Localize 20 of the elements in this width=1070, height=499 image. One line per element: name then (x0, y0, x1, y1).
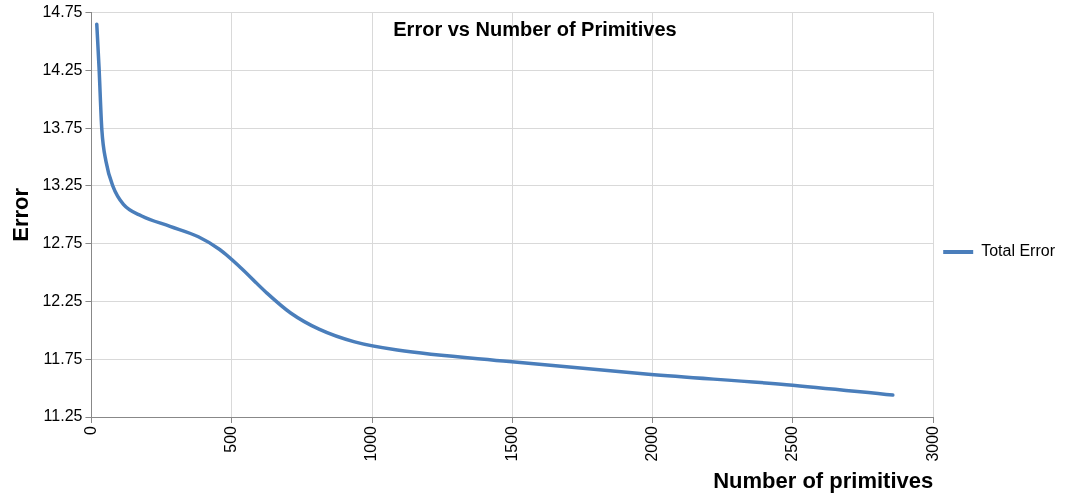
y-tick-label: 14.75 (42, 3, 83, 21)
x-tick-label: 0 (81, 425, 99, 435)
chart-title: Error vs Number of Primitives (393, 18, 677, 41)
x-axis-title: Number of primitives (713, 467, 934, 493)
line-series (95, 22, 895, 397)
y-tick-label: 11.25 (43, 407, 83, 425)
y-tick-label: 12.25 (42, 291, 83, 309)
y-tick-label: 11.75 (43, 349, 83, 367)
y-tick-label: 12.75 (42, 234, 83, 252)
y-tick-label: 13.75 (42, 118, 83, 136)
y-tick-label: 13.25 (42, 176, 83, 194)
legend-label: Total Error (981, 242, 1056, 260)
y-tick-label: 14.25 (42, 60, 83, 78)
y-axis-title: Error (8, 187, 34, 242)
x-tick-label: 1500 (502, 425, 520, 462)
x-tick-label: 2500 (783, 425, 801, 462)
x-tick-label: 1000 (362, 425, 380, 462)
x-tick-label: 3000 (923, 425, 941, 462)
x-tick-label: 500 (222, 425, 240, 453)
x-tick-label: 2000 (643, 425, 661, 462)
